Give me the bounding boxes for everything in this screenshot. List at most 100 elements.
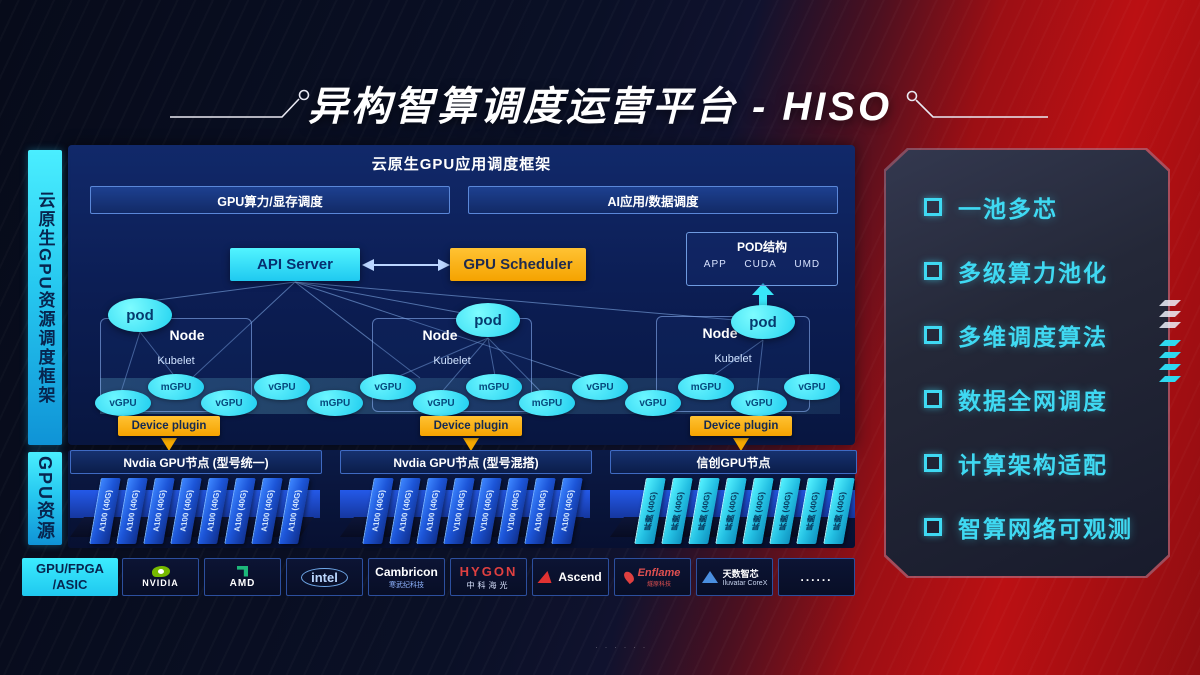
pod-structure-item: APP [703,259,727,270]
square-bullet-icon [924,518,942,536]
gpu-ellipse: vGPU [254,374,310,400]
hardware-line2: /ASIC [52,577,88,592]
feature-item: 多维调度算法 [924,322,1168,350]
vendor-subtitle: 寒武纪科技 [389,581,424,589]
kubelet-label: Kubelet [714,353,752,365]
sidebar-gpu-resource-label: GPU资源 [35,455,55,541]
feature-label: 数据全网调度 [958,388,1108,414]
slash-decoration-icon [1159,340,1181,346]
feature-panel-inner: 一池多芯 多级算力池化 多维调度算法 数据全网调度 计算架构适配 [886,150,1168,576]
square-bullet-icon [924,262,942,280]
vendor-subtitle: 燧原科技 [646,581,671,588]
ascend-a-icon [537,571,555,583]
slash-decoration-icon [1159,376,1181,382]
device-plugin-box: Device plugin [690,416,792,436]
gpu-node-header-uniform: Nvdia GPU节点 (型号统一) [70,450,322,474]
vendor-subtitle: 中科海光 [466,580,511,590]
intel-oval-icon: intel [301,567,348,587]
vendor-name: HYGON [459,563,518,579]
page-title: 异构智算调度运营平台 - HISO [307,85,893,129]
device-plugin-box: Device plugin [420,416,522,436]
gpu-card: A100 (40G) [524,478,556,544]
vendor-name: Cambricon [375,564,438,579]
feature-label: 多级算力池化 [958,260,1108,286]
gpu-card: A100 (40G) [551,478,583,544]
gpu-ellipse: vGPU [784,374,840,400]
vendor-cambricon: Cambricon 寒武纪科技 [368,558,445,596]
slash-decoration-icon [1159,300,1181,306]
enflame-flame-icon [621,569,636,585]
feature-item: 数据全网调度 [924,386,1168,414]
feature-label: 多维调度算法 [958,324,1108,350]
gpu-card: 昇腾 (40G) [796,478,828,544]
gpu-ellipse: mGPU [307,390,363,416]
vendor-intel: intel [286,558,363,596]
slash-decoration-icon [1159,364,1181,370]
gpu-node-header-xinchuang: 信创GPU节点 [610,450,857,474]
gpu-node-header-mixed: Nvdia GPU节点 (型号混搭) [340,450,592,474]
feature-item: 计算架构适配 [924,450,1168,478]
vendor-hygon: HYGON 中科海光 [450,558,527,596]
square-bullet-icon [924,326,942,344]
feature-item: 智算网络可观测 [924,514,1168,542]
feature-item: 多级算力池化 [924,258,1168,286]
gpu-card: V100 (40G) [443,478,475,544]
gpu-card: 昇腾 (40G) [742,478,774,544]
gpu-card: 昇腾 (40G) [661,478,693,544]
gpu-ellipse: mGPU [148,374,204,400]
vendor-ascend: Ascend [532,558,609,596]
gpu-card: A100 (40G) [143,478,175,544]
pod-ellipse: pod [456,303,520,337]
gpu-ellipse: vGPU [625,390,681,416]
vendor-name: NVIDIA [142,578,179,588]
square-bullet-icon [924,198,942,216]
gpu-ellipse: mGPU [466,374,522,400]
feature-label: 计算架构适配 [958,452,1108,478]
gpu-card: A100 (40G) [251,478,283,544]
feature-item: 一池多芯 [924,194,1168,222]
pod-ellipse: pod [108,298,172,332]
pod-structure-item: CUDA [744,259,777,270]
amd-arrow-icon [237,565,248,577]
square-bullet-icon [924,454,942,472]
scheduler-panel-title: 云原生GPU应用调度框架 [371,156,552,173]
gpu-ellipse: vGPU [360,374,416,400]
slash-decoration-icon [1159,322,1181,328]
feature-label: 一池多芯 [958,196,1058,222]
kubelet-label: Kubelet [157,355,195,367]
gpu-card: A100 (40G) [197,478,229,544]
gpu-ellipse: mGPU [678,374,734,400]
gpu-scheduler-box: GPU Scheduler [450,248,586,281]
gpu-ellipse: vGPU [201,390,257,416]
gpu-ellipse: vGPU [572,374,628,400]
vendor-name: Ascend [558,570,602,584]
slash-decoration-icon [1159,352,1181,358]
sidebar-framework-bar: 云原生GPU资源调度框架 [28,150,62,445]
gpu-card: V100 (40G) [497,478,529,544]
vendor-name: AMD [229,577,256,589]
vendor-more-dots: ...... [800,570,833,584]
vendor-more: ...... [778,558,855,596]
gpu-card: A100 (40G) [362,478,394,544]
iluvatar-triangle-icon [701,571,718,583]
vendor-iluvatar: 天数智芯 Iluvatar CoreX [696,558,773,596]
vendor-amd: AMD [204,558,281,596]
gpu-ellipse: vGPU [731,390,787,416]
api-server-box: API Server [230,248,360,281]
gpu-card: A100 (40G) [278,478,310,544]
gpu-card: A100 (40G) [224,478,256,544]
bar-ai-data-scheduling: AI应用/数据调度 [468,186,838,214]
gpu-card: 昇腾 (40G) [823,478,855,544]
hardware-type-box: GPU/FPGA /ASIC [22,558,118,596]
vendor-name: 天数智芯 [722,569,759,579]
gpu-card: 昇腾 (40G) [715,478,747,544]
feature-panel: 一池多芯 多级算力池化 多维调度算法 数据全网调度 计算架构适配 [884,148,1170,578]
gpu-card: 昇腾 (40G) [769,478,801,544]
kubelet-label: Kubelet [433,355,471,367]
sidebar-gpu-resource-bar: GPU资源 [28,452,62,545]
pod-ellipse: pod [731,305,795,339]
gpu-card: 昇腾 (40G) [634,478,666,544]
node-label: Node [702,325,738,341]
square-bullet-icon [924,390,942,408]
